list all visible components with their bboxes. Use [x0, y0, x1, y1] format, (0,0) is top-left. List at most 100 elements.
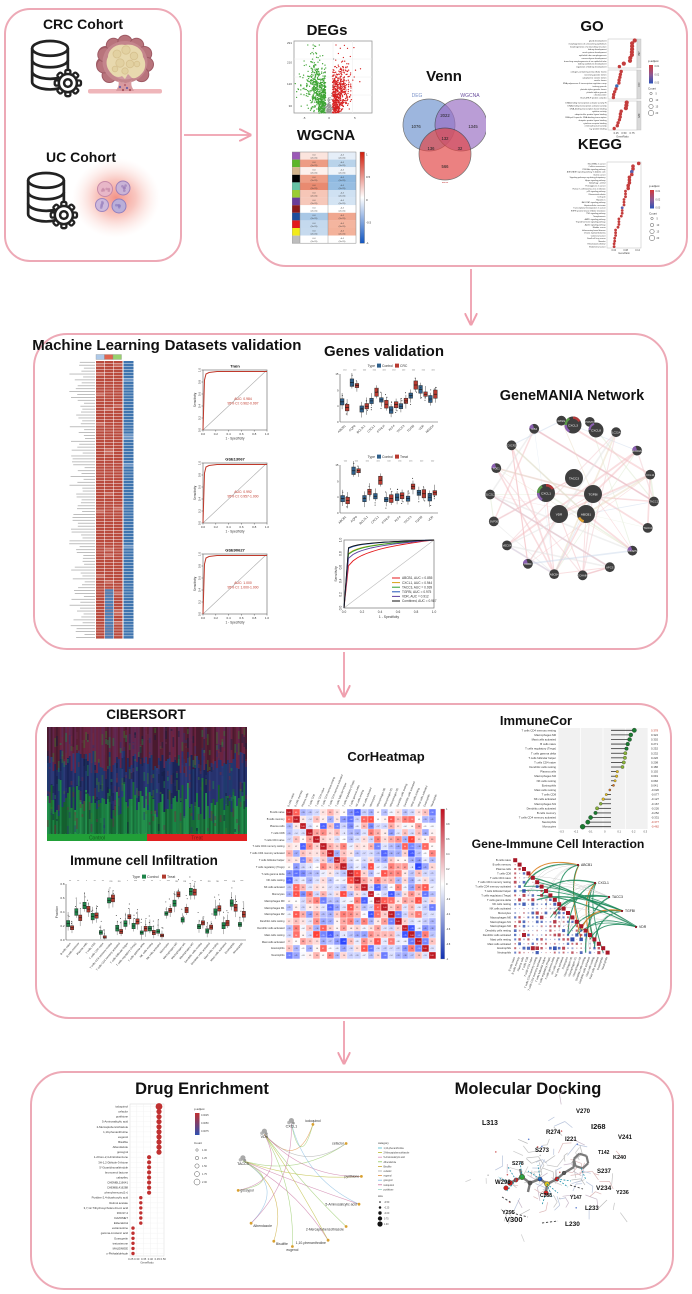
svg-text:GSE13067: GSE13067 — [225, 457, 245, 462]
svg-text:-.33: -.33 — [431, 921, 434, 923]
svg-text:T cells regulatory (Tregs): T cells regulatory (Tregs) — [481, 893, 511, 897]
svg-text:0.4: 0.4 — [339, 578, 343, 583]
svg-text:.49: .49 — [431, 853, 433, 855]
svg-text:-.30: -.30 — [316, 873, 319, 875]
svg-text:.52: .52 — [377, 839, 379, 841]
svg-text:-0.4: -0.4 — [340, 208, 344, 210]
svg-text:.41: .41 — [343, 928, 345, 930]
svg-text:T cells CD4 memory resting: T cells CD4 memory resting — [522, 728, 557, 732]
svg-text:9: 9 — [337, 388, 339, 392]
svg-text:-.23: -.23 — [288, 887, 291, 889]
svg-text:.09: .09 — [329, 873, 331, 875]
svg-text:NK cells activated: NK cells activated — [264, 885, 285, 889]
svg-text:.46: .46 — [316, 921, 318, 923]
svg-text:-.13: -.13 — [356, 839, 359, 841]
svg-text:10: 10 — [656, 99, 659, 102]
svg-text:-.01: -.01 — [329, 948, 332, 950]
svg-text:.18: .18 — [363, 873, 365, 875]
svg-text:-.39: -.39 — [356, 935, 359, 937]
svg-text:-.12: -.12 — [397, 833, 400, 835]
svg-text:-.07: -.07 — [431, 887, 434, 889]
svg-text:-.00: -.00 — [316, 867, 319, 869]
svg-text:(2e-15): (2e-15) — [339, 180, 346, 182]
svg-text:20: 20 — [656, 112, 659, 115]
svg-text:-.84: -.84 — [343, 941, 346, 943]
svg-text:-.36: -.36 — [390, 853, 393, 855]
svg-text:*: * — [86, 879, 87, 883]
svg-text:Macrophages M1: Macrophages M1 — [382, 787, 393, 808]
svg-text:-.05: -.05 — [288, 914, 291, 916]
svg-text:TGFBI: TGFBI — [406, 424, 415, 433]
svg-text:.20: .20 — [390, 907, 392, 909]
svg-text:.14: .14 — [322, 880, 324, 882]
svg-text:.75: .75 — [350, 880, 352, 882]
svg-text:CKAP5: CKAP5 — [628, 549, 637, 553]
svg-text:.02: .02 — [322, 955, 324, 957]
svg-text:.62: .62 — [424, 846, 426, 848]
svg-text:-.20: -.20 — [302, 867, 305, 869]
svg-text:-.05: -.05 — [363, 928, 366, 930]
svg-text:.01: .01 — [295, 901, 297, 903]
svg-text:***: *** — [409, 460, 413, 464]
svg-text:20: 20 — [657, 237, 660, 240]
svg-text:-.58: -.58 — [322, 901, 325, 903]
svg-text:0.03: 0.03 — [656, 207, 661, 210]
svg-text:0.4: 0.4 — [313, 230, 317, 232]
svg-text:p53 signaling pathway: p53 signaling pathway — [587, 190, 606, 193]
svg-text:Bcl-3-bHLH protein complex: Bcl-3-bHLH protein complex — [581, 97, 608, 100]
svg-text:-0.6: -0.6 — [446, 928, 451, 931]
svg-text:GSE90627: GSE90627 — [225, 548, 245, 553]
svg-text:Sensitivity: Sensitivity — [334, 566, 338, 582]
svg-text:Chronic myeloid leukemia: Chronic myeloid leukemia — [584, 232, 607, 235]
svg-text:-.36: -.36 — [316, 928, 319, 930]
svg-text:-.60: -.60 — [384, 955, 387, 957]
svg-text:-.10: -.10 — [384, 941, 387, 943]
svg-text:-.07: -.07 — [350, 846, 353, 848]
svg-text:-.15: -.15 — [363, 894, 366, 896]
svg-text:95% CI: 0.957-1.000: 95% CI: 0.957-1.000 — [227, 495, 258, 499]
svg-text:.64: .64 — [404, 846, 406, 848]
svg-text:T cells CD8: T cells CD8 — [271, 831, 285, 835]
svg-text:PI3K-Akt signaling pathway: PI3K-Akt signaling pathway — [582, 168, 605, 171]
svg-text:Mast cells activated: Mast cells activated — [488, 942, 512, 946]
svg-text:2022: 2022 — [440, 113, 450, 118]
svg-text:0.4: 0.4 — [313, 200, 317, 202]
svg-text:Sensitivity: Sensitivity — [193, 576, 197, 591]
svg-text:-.33: -.33 — [295, 948, 298, 950]
svg-text:0.4: 0.4 — [446, 853, 450, 856]
svg-text:-.20: -.20 — [356, 955, 359, 957]
svg-text:0.6: 0.6 — [396, 610, 401, 614]
svg-text:Macrophages M2: Macrophages M2 — [534, 774, 556, 778]
svg-text:-.29: -.29 — [370, 955, 373, 957]
svg-text:.25: .25 — [356, 907, 358, 909]
svg-text:-.19: -.19 — [295, 880, 298, 882]
svg-text:APCS: APCS — [606, 565, 614, 569]
svg-text:.41: .41 — [384, 921, 386, 923]
svg-text:.25: .25 — [404, 833, 406, 835]
svg-text:CXCR2: CXCR2 — [507, 444, 517, 448]
svg-text:-.22: -.22 — [424, 907, 427, 909]
svg-text:1345: 1345 — [468, 124, 478, 129]
svg-text:.59: .59 — [377, 914, 379, 916]
svg-text:0.252: 0.252 — [651, 747, 658, 751]
svg-text:.38: .38 — [404, 901, 406, 903]
svg-text:Mast cells activated: Mast cells activated — [532, 737, 557, 741]
svg-text:-.03: -.03 — [356, 860, 359, 862]
svg-text:-.75: -.75 — [329, 935, 332, 937]
svg-text:.08: .08 — [404, 873, 406, 875]
svg-text:***: *** — [402, 369, 406, 373]
svg-text:-.04: -.04 — [350, 901, 353, 903]
svg-text:DEG: DEG — [412, 93, 423, 99]
svg-text:1.00: 1.00 — [362, 887, 365, 889]
svg-text:.53: .53 — [404, 819, 406, 821]
svg-text:-.37: -.37 — [329, 860, 332, 862]
svg-text:Sensitivity: Sensitivity — [193, 392, 197, 407]
svg-text:.24: .24 — [418, 955, 420, 957]
svg-text:-.41: -.41 — [295, 955, 298, 957]
svg-text:1.00: 1.00 — [383, 907, 386, 909]
svg-text:.52: .52 — [356, 901, 358, 903]
svg-text:.31: .31 — [390, 880, 392, 882]
svg-text:.18: .18 — [350, 887, 352, 889]
svg-text:*: * — [160, 879, 161, 883]
svg-text:-.01: -.01 — [424, 853, 427, 855]
